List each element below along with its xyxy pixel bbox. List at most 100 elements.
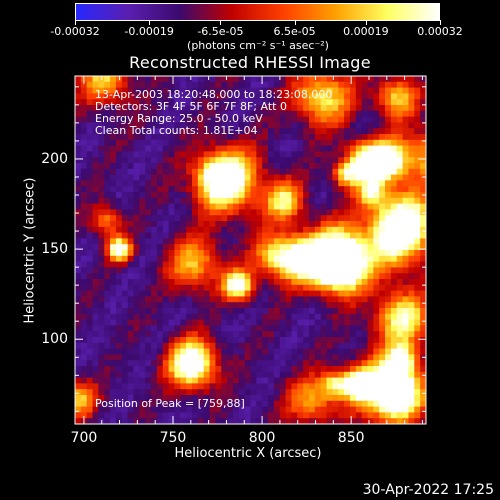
heatmap-cell	[227, 180, 234, 187]
heatmap-cell	[379, 238, 386, 245]
heatmap-cell	[238, 400, 246, 408]
heatmap-cell	[186, 342, 193, 350]
heatmap-cell	[367, 87, 374, 94]
heatmap-cell	[273, 209, 281, 216]
colorbar-tick-label: -0.00032	[50, 25, 100, 38]
heatmap-cell	[151, 197, 158, 205]
heatmap-cell	[262, 313, 269, 321]
heatmap-cell	[390, 418, 398, 424]
heatmap-cell	[379, 325, 386, 332]
heatmap-cell	[244, 87, 251, 94]
heatmap-cell	[203, 110, 211, 118]
heatmap-cell	[221, 261, 228, 268]
heatmap-cell	[250, 302, 257, 309]
heatmap-cell	[262, 244, 269, 251]
heatmap-cell	[227, 354, 234, 361]
heatmap-cell	[186, 337, 193, 344]
heatmap-cell	[355, 151, 363, 158]
heatmap-cell	[390, 122, 398, 129]
heatmap-cell	[332, 418, 339, 424]
heatmap-cell	[268, 180, 275, 187]
heatmap-cell	[238, 290, 246, 297]
heatmap-cell	[104, 290, 111, 297]
heatmap-cell	[355, 371, 363, 379]
heatmap-cell	[86, 325, 94, 332]
heatmap-cell	[121, 203, 129, 210]
heatmap-cell	[115, 412, 123, 419]
heatmap-cell	[349, 296, 357, 303]
heatmap-cell	[192, 139, 199, 147]
heatmap-cell	[361, 290, 368, 297]
heatmap-cell	[80, 389, 88, 396]
heatmap-cell	[338, 180, 345, 187]
heatmap-cell	[268, 232, 275, 239]
heatmap-cell	[215, 319, 222, 326]
heatmap-cell	[408, 400, 415, 408]
heatmap-cell	[414, 406, 421, 413]
heatmap-cell	[133, 134, 140, 141]
heatmap-cell	[133, 366, 140, 373]
heatmap-cell	[408, 284, 415, 292]
heatmap-cell	[227, 273, 234, 280]
heatmap-cell	[396, 290, 404, 297]
heatmap-cell	[232, 186, 240, 193]
heatmap-cell	[273, 273, 281, 280]
heatmap-cell	[268, 371, 275, 379]
heatmap-cell	[168, 221, 175, 228]
heatmap-cell	[414, 116, 421, 123]
heatmap-cell	[151, 139, 158, 147]
heatmap-cell	[420, 360, 426, 367]
heatmap-cell	[180, 145, 187, 152]
heatmap-cell	[314, 412, 322, 419]
heatmap-cell	[121, 192, 129, 199]
heatmap-cell	[367, 238, 374, 245]
heatmap-cell	[402, 406, 409, 413]
heatmap-cell	[133, 105, 140, 112]
heatmap-cell	[156, 134, 164, 141]
heatmap-cell	[75, 296, 82, 303]
heatmap-cell	[227, 418, 234, 424]
heatmap-cell	[86, 99, 94, 106]
heatmap-cell	[373, 122, 380, 129]
heatmap-cell	[133, 308, 140, 315]
heatmap-cell	[98, 337, 105, 344]
heatmap-cell	[332, 93, 339, 100]
heatmap-cell	[86, 418, 94, 424]
heatmap-cell	[285, 215, 292, 222]
heatmap-cell	[139, 308, 146, 315]
heatmap-cell	[385, 99, 392, 106]
heatmap-cell	[367, 174, 374, 181]
heatmap-cell	[174, 139, 181, 147]
heatmap-cell	[402, 93, 409, 100]
heatmap-cell	[297, 203, 304, 210]
heatmap-cell	[268, 244, 275, 251]
heatmap-cell	[420, 389, 426, 396]
heatmap-cell	[367, 348, 374, 355]
heatmap-cell	[396, 418, 404, 424]
heatmap-cell	[349, 290, 357, 297]
heatmap-cell	[291, 110, 298, 118]
heatmap-cell	[297, 110, 304, 118]
heatmap-cell	[291, 418, 298, 424]
heatmap-cell	[244, 308, 251, 315]
heatmap-cell	[197, 244, 205, 251]
heatmap-cell	[250, 412, 257, 419]
heatmap-cell	[332, 209, 339, 216]
heatmap-cell	[385, 81, 392, 89]
heatmap-cell	[349, 215, 357, 222]
heatmap-cell	[133, 395, 140, 402]
heatmap-cell	[338, 342, 345, 350]
heatmap-cell	[390, 273, 398, 280]
heatmap-cell	[221, 360, 228, 367]
heatmap-cell	[115, 151, 123, 158]
heatmap-cell	[174, 308, 181, 315]
heatmap-cell	[338, 145, 345, 152]
heatmap-cell	[285, 134, 292, 141]
heatmap-cell	[115, 99, 123, 106]
heatmap-cell	[232, 99, 240, 106]
heatmap-cell	[139, 302, 146, 309]
heatmap-cell	[402, 221, 409, 228]
heatmap-cell	[227, 238, 234, 245]
heatmap-cell	[186, 174, 193, 181]
heatmap-cell	[408, 122, 415, 129]
